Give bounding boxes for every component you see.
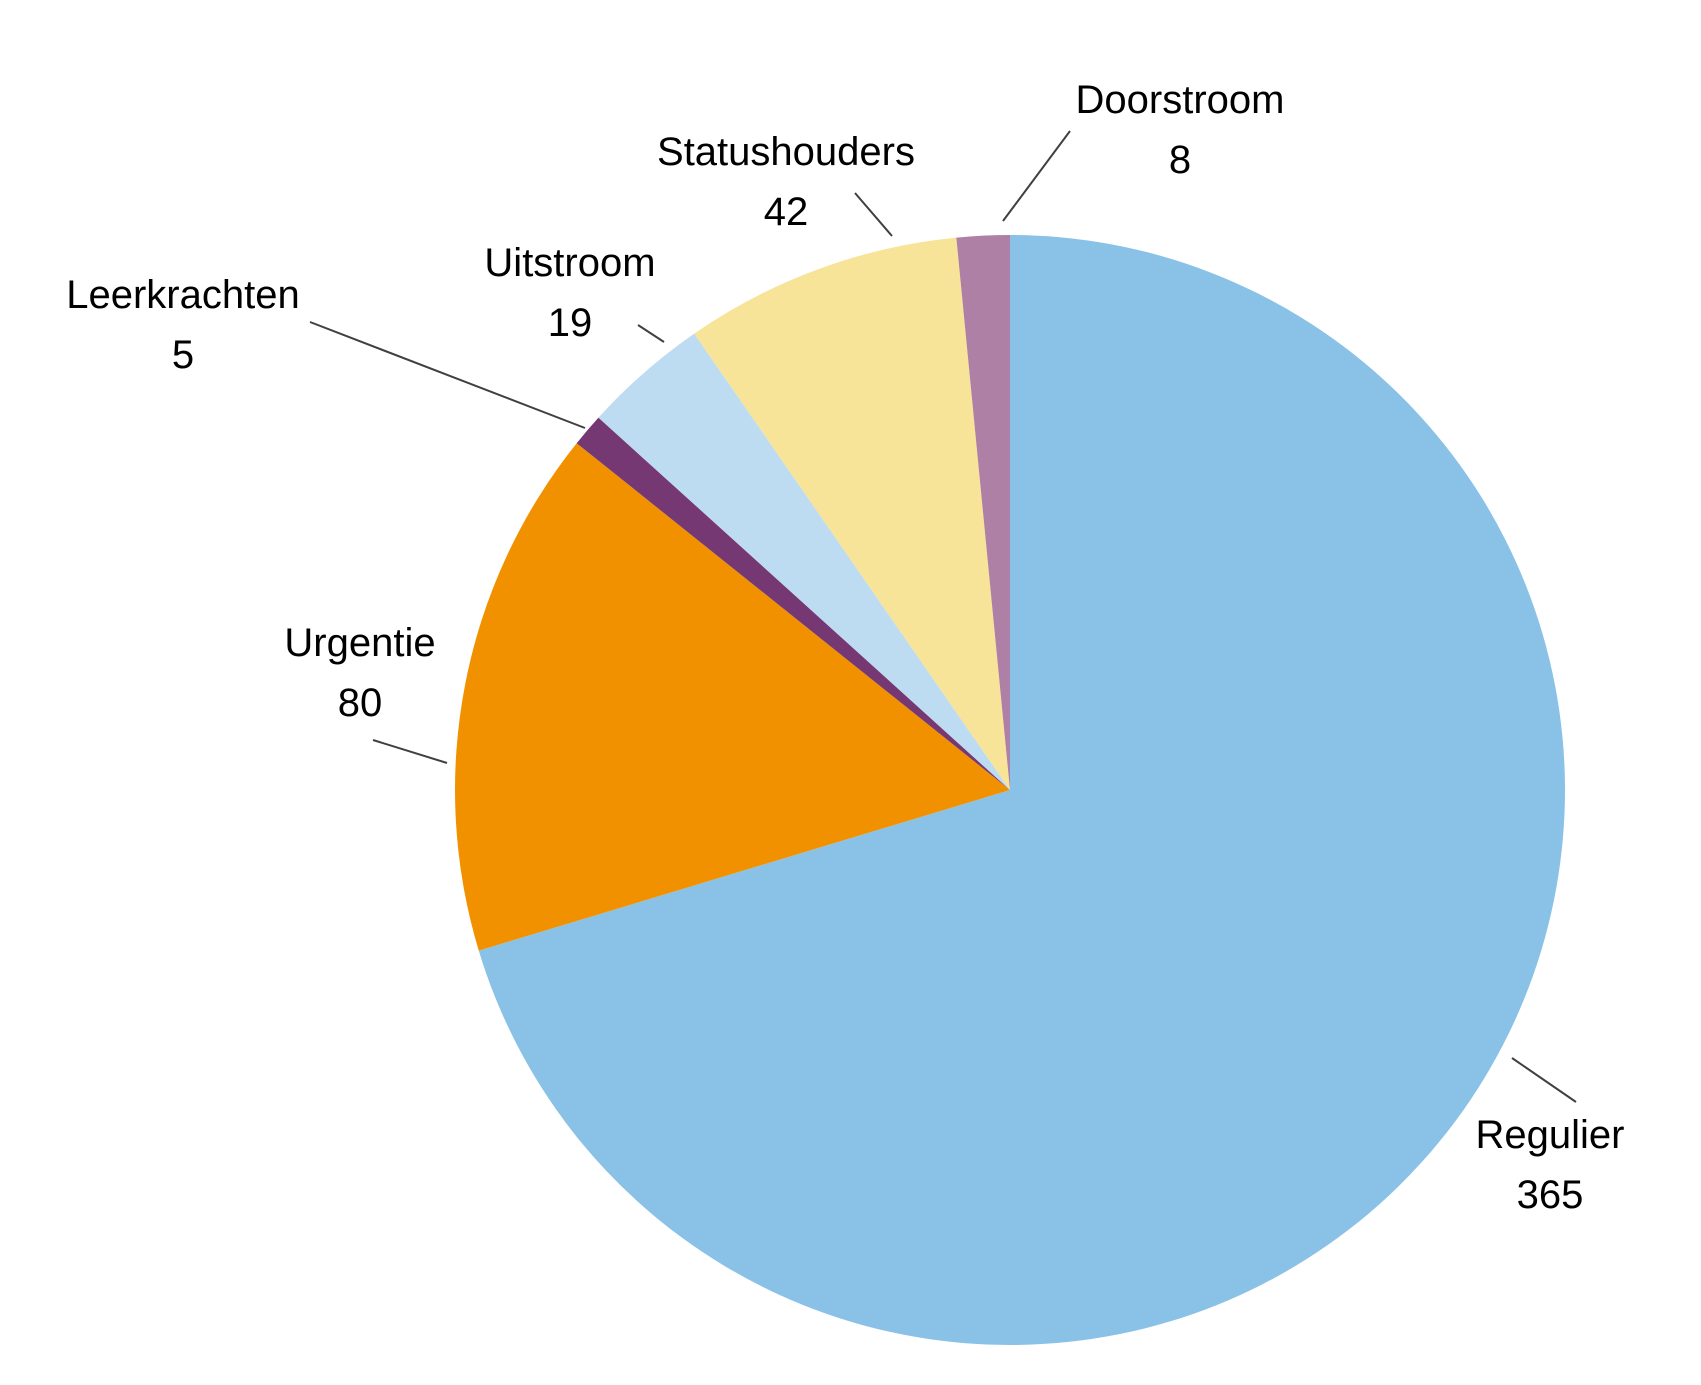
pie-slice-uitstroom <box>598 333 1010 790</box>
slice-value-urgentie: 80 <box>338 681 383 725</box>
slice-label-regulier: Regulier <box>1476 1113 1625 1157</box>
slice-labels: Regulier 365 Urgentie 80 Leerkrachten 5 Uitstr… <box>66 78 1624 1217</box>
leader-line-statushouders <box>854 192 893 237</box>
leader-line-leerkrachten <box>309 321 586 429</box>
pie-slice-regulier <box>478 235 1566 1346</box>
slice-value-regulier: 365 <box>1517 1173 1584 1217</box>
leader-line-regulier <box>1511 1057 1577 1103</box>
slice-label-statushouders: Statushouders <box>657 130 915 174</box>
leader-line-doorstroom <box>1002 130 1071 222</box>
pie-slice-doorstroom <box>956 234 1010 790</box>
slice-value-doorstroom: 8 <box>1169 138 1191 182</box>
pie-slice-statushouders <box>694 237 1010 791</box>
leader-line-urgentie <box>372 739 448 764</box>
leader-line-uitstroom <box>637 324 665 343</box>
pie-slices <box>455 234 1566 1346</box>
pie-slice-urgentie <box>455 443 1011 951</box>
slice-value-leerkrachten: 5 <box>172 333 194 377</box>
slice-label-urgentie: Urgentie <box>284 621 435 665</box>
slice-value-statushouders: 42 <box>764 190 809 234</box>
slice-value-uitstroom: 19 <box>548 301 593 345</box>
slice-label-doorstroom: Doorstroom <box>1076 78 1285 122</box>
slice-label-uitstroom: Uitstroom <box>484 241 655 285</box>
leader-lines <box>309 130 1577 1103</box>
pie-slice-leerkrachten <box>576 417 1010 790</box>
slice-label-leerkrachten: Leerkrachten <box>66 273 299 317</box>
